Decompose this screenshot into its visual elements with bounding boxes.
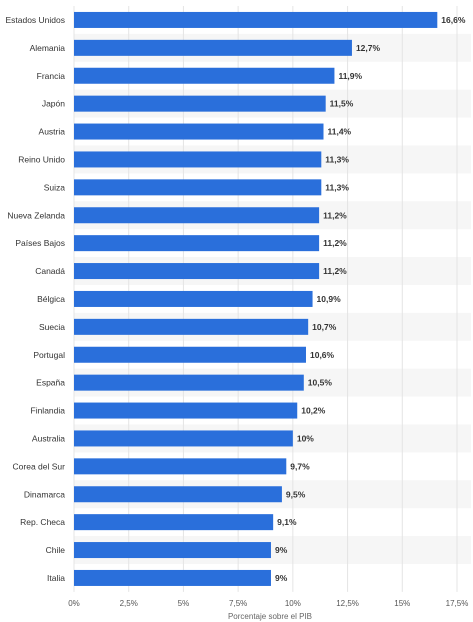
value-label: 10,7%: [312, 322, 337, 332]
value-label: 10,5%: [308, 378, 333, 388]
x-tick-label: 5%: [178, 599, 190, 608]
bar: [74, 207, 320, 224]
value-label: 11,2%: [323, 238, 347, 248]
x-tick-label: 0%: [68, 599, 80, 608]
category-label: España: [36, 378, 65, 388]
bars: [74, 11, 438, 586]
value-label: 9,1%: [277, 517, 297, 527]
value-label: 9%: [275, 573, 288, 583]
x-axis-ticks: 0% 2,5% 5% 7,5% 10% 12,5% 15% 17,5%: [68, 599, 468, 608]
value-label: 10%: [297, 433, 314, 443]
bar: [74, 514, 274, 531]
category-label: Suecia: [39, 322, 65, 332]
category-label: Austria: [39, 127, 66, 137]
bar: [74, 95, 326, 112]
value-label: 9,7%: [290, 461, 310, 471]
category-label: Italia: [47, 573, 65, 583]
category-label: Países Bajos: [15, 238, 65, 248]
x-tick-label: 2,5%: [120, 599, 138, 608]
category-label: Nueva Zelanda: [7, 210, 65, 220]
value-label: 9%: [275, 545, 288, 555]
category-label: Alemania: [30, 43, 66, 53]
x-tick-label: 15%: [394, 599, 410, 608]
value-label: 12,7%: [356, 43, 381, 53]
category-labels: Estados Unidos Alemania Francia Japón Austri…: [5, 15, 65, 583]
value-label: 9,5%: [286, 489, 306, 499]
value-label: 11,3%: [325, 154, 349, 164]
value-labels: 16,6% 12,7% 11,9% 11,5% 11,4% 11,3% 11,3% 11,2%…: [275, 15, 466, 583]
bar: [74, 318, 309, 335]
value-label: 10,9%: [317, 294, 342, 304]
category-label: Portugal: [33, 350, 65, 360]
value-label: 11,2%: [323, 266, 347, 276]
bar: [74, 486, 282, 503]
x-tick-label: 7,5%: [229, 599, 247, 608]
bar: [74, 430, 293, 447]
bar: [74, 67, 335, 84]
bar: [74, 290, 313, 307]
value-label: 16,6%: [441, 15, 466, 25]
category-label: Reino Unido: [18, 154, 65, 164]
category-label: Rep. Checa: [20, 517, 65, 527]
category-label: Chile: [46, 545, 66, 555]
category-label: Bélgica: [37, 294, 65, 304]
bar: [74, 402, 298, 419]
bar: [74, 458, 287, 475]
value-label: 11,5%: [330, 99, 354, 109]
x-tick-label: 10%: [285, 599, 301, 608]
bar: [74, 235, 320, 252]
value-label: 11,9%: [338, 71, 362, 81]
category-label: Japón: [42, 99, 65, 109]
category-label: Dinamarca: [24, 489, 65, 499]
category-label: Francia: [37, 71, 66, 81]
bar: [74, 179, 322, 196]
bar: [74, 569, 271, 586]
bar: [74, 346, 306, 363]
category-label: Corea del Sur: [13, 461, 66, 471]
bar: [74, 542, 271, 559]
category-label: Australia: [32, 433, 65, 443]
x-axis-title: Porcentaje sobre el PIB: [228, 612, 312, 621]
category-label: Suiza: [44, 182, 66, 192]
bar: [74, 263, 320, 280]
category-label: Estados Unidos: [5, 15, 65, 25]
bar: [74, 11, 438, 28]
value-label: 10,2%: [301, 406, 326, 416]
value-label: 11,4%: [327, 127, 351, 137]
x-tick-label: 12,5%: [336, 599, 359, 608]
category-label: Canadá: [35, 266, 65, 276]
bar: [74, 39, 352, 56]
x-tick-label: 17,5%: [446, 599, 469, 608]
category-label: Finlandia: [31, 406, 66, 416]
bar: [74, 151, 322, 168]
value-label: 11,3%: [325, 182, 349, 192]
value-label: 11,2%: [323, 210, 347, 220]
value-label: 10,6%: [310, 350, 335, 360]
bar: [74, 374, 304, 391]
bar: [74, 123, 324, 140]
